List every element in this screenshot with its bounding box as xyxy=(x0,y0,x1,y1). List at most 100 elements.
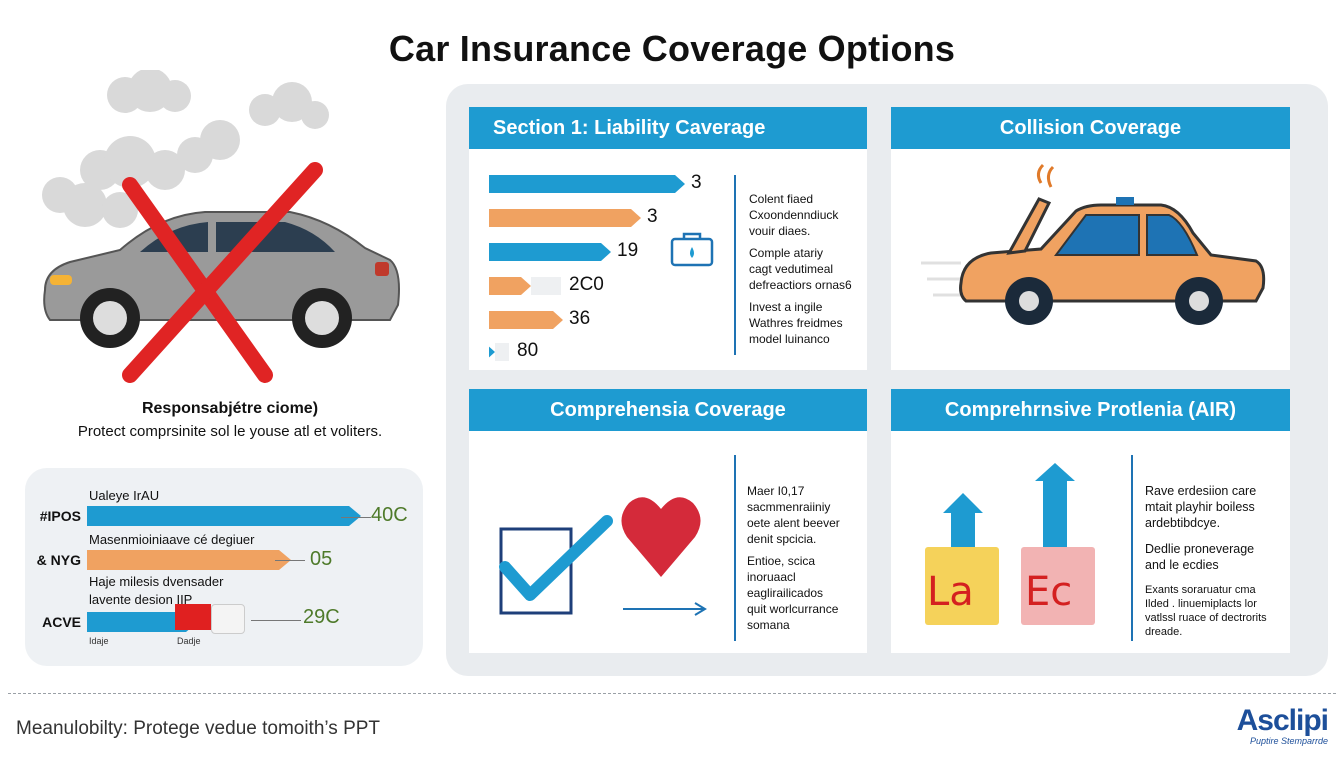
text-line: eaglirailicados xyxy=(747,586,824,600)
chart-row-3: Haje milesis dvensader lavente desion II… xyxy=(25,574,423,664)
liability-card: Section 1: Liability Caverage 3 3 19 2C0 36 8… xyxy=(469,107,867,370)
text-line: vouir diaes. xyxy=(749,224,811,238)
checkmark-icon xyxy=(499,515,613,615)
row-caption: Haje milesis dvensader xyxy=(89,574,224,589)
liability-bar-value: 80 xyxy=(517,340,539,361)
liability-bar xyxy=(489,277,531,295)
leader-line xyxy=(275,560,305,561)
small-label: Idaje xyxy=(89,636,109,646)
liability-bar xyxy=(489,343,495,361)
bar-extension xyxy=(495,343,509,361)
liability-bar-value: 3 xyxy=(647,206,658,227)
divider-line xyxy=(734,175,736,355)
letter-block-ec: Ec xyxy=(1025,569,1073,615)
empty-box xyxy=(211,604,245,634)
row-caption: Masenmioiniaave cé degiuer xyxy=(89,532,255,547)
liability-bar xyxy=(489,243,611,261)
responsibility-title: Responsabjétre ciome) xyxy=(141,400,319,417)
responsibility-subtitle: Protect comprsinite sol le youse atl et … xyxy=(77,423,383,440)
red-cross-icon xyxy=(122,162,323,383)
row-caption: Ualeye IrAU xyxy=(89,488,160,503)
heart-icon xyxy=(621,497,701,577)
letter-block-la: La xyxy=(927,569,974,615)
crossed-out-car-illustration xyxy=(42,70,400,383)
row-caption-2: lavente desion IIP xyxy=(89,592,193,607)
row-value: 40C xyxy=(371,504,408,526)
leader-line xyxy=(341,517,371,518)
red-marker xyxy=(175,604,211,630)
protlenia-card: Comprehrnsive Protlenia (AIR) La Ec Rave… xyxy=(891,389,1290,653)
text-line: and le ecdies xyxy=(1145,558,1219,572)
liability-bar xyxy=(489,311,563,329)
briefcase-icon xyxy=(670,232,714,267)
text-line: oete alent beever xyxy=(747,516,840,530)
protlenia-text-1: Rave erdesiion care mtait playhir boiles… xyxy=(1145,483,1256,531)
text-line: cagt vedutimeal xyxy=(749,262,834,276)
text-line: dreade. xyxy=(1145,626,1183,638)
liability-bar-value: 3 xyxy=(691,172,702,193)
text-line: defreactiors ornas6 xyxy=(749,278,852,292)
text-line: Ilded . linuemiplacts lor xyxy=(1145,598,1257,610)
liability-text: Colent fiaed Cxoondenndiuck vouir diaes.… xyxy=(749,191,852,347)
text-line: vatlssl ruace of dectrorits xyxy=(1145,612,1267,624)
comprehensia-text: Maer I0,17 sacmmenraiiniy oete alent bee… xyxy=(747,483,840,633)
text-line: denit spcicia. xyxy=(747,532,817,546)
collision-card: Collision Coverage xyxy=(891,107,1290,370)
comprehensia-card-title: Comprehensia Coverage xyxy=(469,389,867,431)
chart-bar xyxy=(87,550,291,570)
arrow-letter-blocks-icon xyxy=(925,463,1095,625)
chart-bar xyxy=(87,612,198,632)
text-line: Entioe, scica xyxy=(747,554,816,568)
footer-divider xyxy=(8,693,1336,694)
protlenia-card-title: Comprehrnsive Protlenia (AIR) xyxy=(891,389,1290,431)
comprehensia-card: Comprehensia Coverage Maer I0,17 sacmmen… xyxy=(469,389,867,653)
text-line: Rave erdesiion care xyxy=(1145,484,1257,498)
text-line: Comple atariy xyxy=(749,246,824,260)
text-line: Colent fiaed xyxy=(749,192,814,206)
text-line: Invest a ingile xyxy=(749,300,823,314)
damaged-car-icon xyxy=(921,163,1266,325)
row-value: 05 xyxy=(310,548,333,570)
smoke-cloud-icon xyxy=(42,70,329,228)
text-line: Maer I0,17 xyxy=(747,484,805,498)
text-line: inoruaacl xyxy=(747,570,796,584)
row-label: & NYG xyxy=(36,552,81,568)
divider-line xyxy=(1131,455,1133,641)
row-value: 29C xyxy=(303,606,340,628)
page-title: Car Insurance Coverage Options xyxy=(388,28,956,69)
chart-row-2: Masenmioiniaave cé degiuer & NYG 05 xyxy=(25,530,423,590)
protlenia-text-3: Exants soraruatur cma Ilded . linuemipla… xyxy=(1145,583,1267,639)
logo-tagline: Puptire Stemparrde xyxy=(1249,736,1328,746)
row-label: ACVE xyxy=(42,614,81,630)
brand-logo: Asclipi Puptire Stemparrde xyxy=(1236,704,1329,747)
divider-line xyxy=(734,455,736,641)
arrow-right-icon xyxy=(623,602,707,616)
text-line: Wathres freidmes xyxy=(749,316,843,330)
small-label: Dadje xyxy=(177,636,201,646)
text-line: quit worlcurrance xyxy=(747,602,839,616)
text-line: mtait playhir boiless xyxy=(1145,500,1255,514)
text-line: ardebtibdcye. xyxy=(1145,516,1221,530)
logo-wordmark: Asclipi xyxy=(1236,704,1329,737)
left-bar-chart-panel: Ualeye IrAU #IPOS 40C Masenmioiniaave cé… xyxy=(25,468,423,666)
chart-row-1: Ualeye IrAU #IPOS 40C xyxy=(25,484,423,544)
text-line: model luinanco xyxy=(749,332,830,346)
liability-card-title: Section 1: Liability Caverage xyxy=(469,107,867,149)
text-line: sacmmenraiiniy xyxy=(747,500,831,514)
bar-extension xyxy=(531,277,561,295)
text-line: Cxoondenndiuck xyxy=(749,208,839,222)
liability-bar xyxy=(489,175,685,193)
row-label: #IPOS xyxy=(39,508,81,524)
text-line: somana xyxy=(747,618,790,632)
liability-bar-value: 19 xyxy=(617,240,639,261)
text-line: Exants soraruatur cma xyxy=(1145,584,1256,596)
leader-line xyxy=(251,620,301,621)
footer-text: Meanulobilty: Protege vedue tomoith’s PP… xyxy=(16,718,381,739)
liability-bar-value: 36 xyxy=(569,308,591,329)
text-line: Dedlie proneverage xyxy=(1145,542,1255,556)
chart-bar xyxy=(87,506,361,526)
collision-card-title: Collision Coverage xyxy=(891,107,1290,149)
liability-bar xyxy=(489,209,641,227)
liability-bar-value: 2C0 xyxy=(569,274,604,295)
protlenia-text-2: Dedlie proneverage and le ecdies xyxy=(1145,541,1254,573)
